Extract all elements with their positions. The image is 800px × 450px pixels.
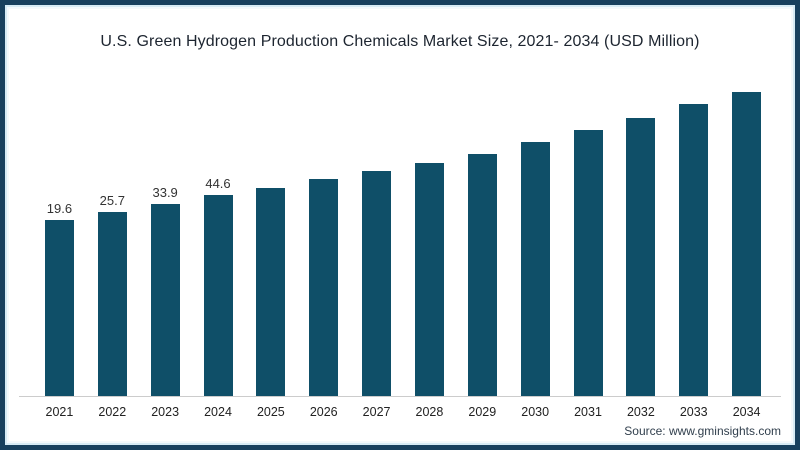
source-note: Source: www.gminsights.com	[624, 424, 781, 438]
x-tick-label-2024: 2024	[204, 405, 232, 419]
x-tick-label-2034: 2034	[732, 405, 761, 419]
x-tick-label-2028: 2028	[415, 405, 444, 419]
x-axis-labels: 2021 2022 2023 2024 2025 2026 2027 2028 2029 2030…	[33, 405, 773, 421]
bar-2024	[203, 195, 233, 396]
bar-column-2029	[456, 66, 509, 396]
bar-2032	[626, 118, 656, 396]
bar-column-2030	[509, 66, 562, 396]
bar-value-label: 44.6	[205, 176, 231, 191]
bar-column-2028	[403, 66, 456, 396]
x-axis-line	[19, 396, 781, 397]
bar-column-2033	[667, 66, 720, 396]
bar-column-2026	[297, 66, 350, 396]
x-tick-label-2029: 2029	[468, 405, 497, 419]
bar-column-2034	[720, 66, 773, 396]
bar-2026	[309, 179, 339, 396]
bar-value-label: 33.9	[152, 185, 178, 200]
x-tick-label-2030: 2030	[521, 405, 550, 419]
bar-column-2023: 33.9	[139, 66, 192, 396]
bar-value-label: 25.7	[99, 193, 125, 208]
x-tick-label-2023: 2023	[151, 405, 180, 419]
x-tick-label-2021: 2021	[45, 405, 74, 419]
bar-column-2027	[350, 66, 403, 396]
bar-2027	[362, 171, 392, 396]
x-tick-label-2033: 2033	[679, 405, 708, 419]
bar-column-2022: 25.7	[86, 66, 139, 396]
x-tick-label-2026: 2026	[309, 405, 338, 419]
bar-2028	[414, 163, 444, 396]
x-tick-label-2027: 2027	[362, 405, 391, 419]
bar-2022	[97, 212, 127, 396]
bars-container: 19.6 25.7 33.9 44.6	[33, 66, 773, 396]
bar-2029	[467, 154, 497, 396]
bar-2021	[44, 220, 74, 396]
bar-2023	[150, 204, 180, 396]
x-tick-label-2025: 2025	[256, 405, 285, 419]
x-tick-label-2031: 2031	[574, 405, 602, 419]
bar-column-2032	[614, 66, 667, 396]
bar-2025	[256, 188, 286, 396]
bar-2034	[732, 92, 762, 396]
bar-2030	[520, 142, 550, 396]
bar-column-2021: 19.6	[33, 66, 86, 396]
bar-value-label: 19.6	[46, 201, 73, 216]
bar-2031	[573, 130, 603, 396]
x-tick-label-2022: 2022	[98, 405, 127, 419]
bar-2033	[679, 104, 709, 396]
x-tick-label-2032: 2032	[626, 405, 655, 419]
bar-column-2025	[244, 66, 297, 396]
bar-column-2024: 44.6	[192, 66, 245, 396]
chart-title: U.S. Green Hydrogen Production Chemicals…	[100, 33, 700, 50]
bar-column-2031	[562, 66, 615, 396]
